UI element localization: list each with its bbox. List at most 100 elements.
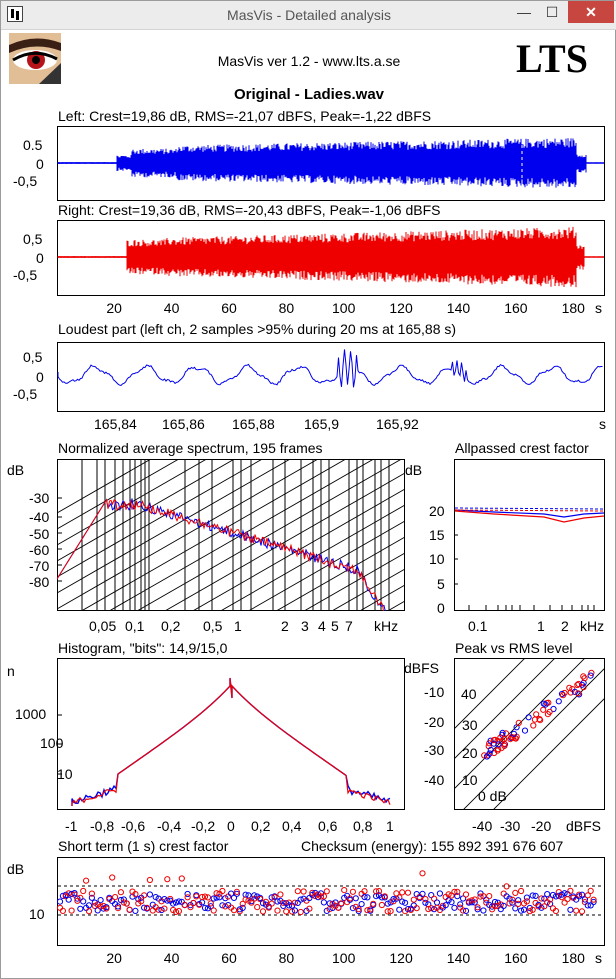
spectrum-title: Normalized average spectrum, 195 frames — [58, 440, 323, 456]
app-icon[interactable] — [7, 6, 23, 22]
allpass-title: Allpassed crest factor — [455, 440, 589, 456]
loud-xtick-3: 165,9 — [304, 416, 340, 432]
spec-xtick-1: 0,1 — [125, 618, 145, 634]
minimize-button[interactable]: — — [517, 4, 531, 20]
time-tick-20: 20 — [106, 300, 122, 316]
ap-ytick-2: 10 — [429, 551, 445, 567]
pr-xtick-2: -20 — [531, 818, 552, 834]
header-text: MasVis ver 1.2 - www.lts.a.se — [217, 53, 401, 69]
ap-ytick-3: 5 — [437, 576, 445, 592]
spec-ytick-3: -60 — [29, 542, 50, 558]
st-xtick-3: 80 — [278, 950, 295, 966]
loudest-ytick-2: -0,5 — [13, 386, 38, 402]
ap-ytick-0: 20 — [429, 503, 445, 519]
pr-diag-4: 0 dB — [478, 788, 507, 804]
ap-ytick-1: 15 — [429, 527, 445, 543]
time-tick-80: 80 — [278, 300, 295, 316]
checksum-text: Checksum (energy): 155 892 391 676 607 — [301, 838, 564, 854]
time-tick-60: 60 — [221, 300, 237, 316]
shortterm-title: Short term (1 s) crest factor — [58, 838, 229, 854]
right-ytick-2: -0,5 — [13, 267, 38, 283]
spec-xtick-6: 3 — [301, 618, 309, 634]
spec-xtick-9: 7 — [345, 618, 353, 634]
spec-xtick-4: 1 — [234, 618, 242, 634]
window-title: MasVis - Detailed analysis — [227, 7, 391, 23]
loud-xtick-4: 165,92 — [376, 416, 419, 432]
eye-logo-icon — [9, 33, 61, 84]
ap-xtick-2: 2 — [561, 618, 569, 634]
left-ytick-2: -0,5 — [13, 173, 38, 189]
allpass-ylabel: dB — [405, 462, 423, 478]
loudest-ytick-0: 0,5 — [23, 349, 43, 365]
time-tick-160: 160 — [504, 300, 528, 316]
pr-ytick-1: -20 — [424, 714, 445, 730]
spec-xtick-2: 0,2 — [161, 618, 181, 634]
spec-xtick-8: 5 — [331, 618, 339, 634]
st-xtick-0: 20 — [106, 950, 122, 966]
pr-diag-2: 20 — [462, 745, 478, 761]
hist-xtick-6: 0,2 — [251, 818, 271, 834]
loud-xtick-1: 165,86 — [162, 416, 205, 432]
hist-xtick-1: -0,8 — [90, 818, 115, 834]
short-term-crest-plot — [57, 857, 605, 946]
st-xtick-1: 40 — [163, 950, 180, 966]
loud-unit: s — [599, 416, 606, 432]
ap-xtick-0: 0.1 — [468, 618, 488, 634]
left-ytick-1: 0 — [36, 156, 44, 172]
time-tick-100: 100 — [332, 300, 356, 316]
right-ytick-1: 0 — [36, 250, 44, 266]
pr-ytick-2: -30 — [424, 742, 445, 758]
hist-xtick-2: -0,6 — [121, 818, 146, 834]
hist-xtick-9: 0,8 — [353, 818, 373, 834]
hist-xtick-5: 0 — [227, 818, 235, 834]
st-xtick-7: 160 — [504, 950, 528, 966]
file-title: Original - Ladies.wav — [233, 86, 385, 103]
hist-xtick-3: -0,4 — [157, 818, 182, 834]
st-xtick-2: 60 — [221, 950, 237, 966]
hist-ytick-0: 1000 — [15, 706, 47, 722]
st-unit: s — [595, 950, 602, 966]
left-ytick-0: 0.5 — [23, 137, 43, 153]
time-tick-120: 120 — [389, 300, 413, 316]
hist-xtick-8: 0,6 — [318, 818, 338, 834]
hist-xtick-7: 0,4 — [282, 818, 302, 834]
time-tick-140: 140 — [446, 300, 471, 316]
pr-ytick-3: -40 — [424, 772, 445, 788]
st-xtick-8: 180 — [561, 950, 585, 966]
left-channel-label: Left: Crest=19,86 dB, RMS=-21,07 dBFS, P… — [58, 108, 432, 124]
st-xtick-6: 140 — [446, 950, 471, 966]
loudest-label: Loudest part (left ch, 2 samples >95% du… — [58, 321, 457, 337]
peakrms-title: Peak vs RMS level — [455, 640, 573, 656]
right-ytick-0: 0,5 — [23, 231, 43, 247]
title-bar[interactable]: MasVis - Detailed analysis — ☐ ✕ — [1, 1, 616, 30]
loudest-ytick-1: 0 — [36, 369, 44, 385]
close-button[interactable]: ✕ — [568, 1, 614, 23]
pr-diag-0: 40 — [461, 686, 477, 702]
st-xtick-4: 100 — [332, 950, 356, 966]
spec-xtick-0: 0,05 — [89, 618, 117, 634]
spec-xtick-3: 0,5 — [203, 618, 223, 634]
loud-xtick-2: 165,88 — [232, 416, 275, 432]
time-tick-180: 180 — [561, 300, 585, 316]
peak-vs-rms-plot — [454, 658, 605, 810]
right-waveform-plot — [57, 220, 605, 296]
ap-xtick-1: 1 — [537, 618, 545, 634]
ap-ytick-4: 0 — [437, 600, 445, 616]
time-tick-40: 40 — [163, 300, 180, 316]
peakrms-ylabel: dBFS — [404, 660, 440, 676]
spec-ytick-1: -40 — [29, 509, 50, 525]
histogram-ylabel: n — [7, 663, 15, 679]
histogram-title: Histogram, "bits": 14,9/15,0 — [58, 640, 228, 656]
maximize-button[interactable]: ☐ — [545, 4, 559, 20]
hist-ytick-1: 100 — [40, 735, 64, 751]
histogram-plot — [57, 658, 405, 810]
right-channel-label: Right: Crest=19,36 dB, RMS=-20,43 dBFS, … — [58, 202, 441, 218]
hist-xtick-4: -0,2 — [191, 818, 216, 834]
left-waveform-plot — [57, 126, 605, 201]
loudest-part-plot — [57, 342, 605, 412]
spec-xtick-5: 2 — [281, 618, 289, 634]
spec-ytick-5: -80 — [29, 574, 50, 590]
pr-diag-1: 30 — [462, 717, 478, 733]
spectrum-plot — [57, 459, 405, 611]
